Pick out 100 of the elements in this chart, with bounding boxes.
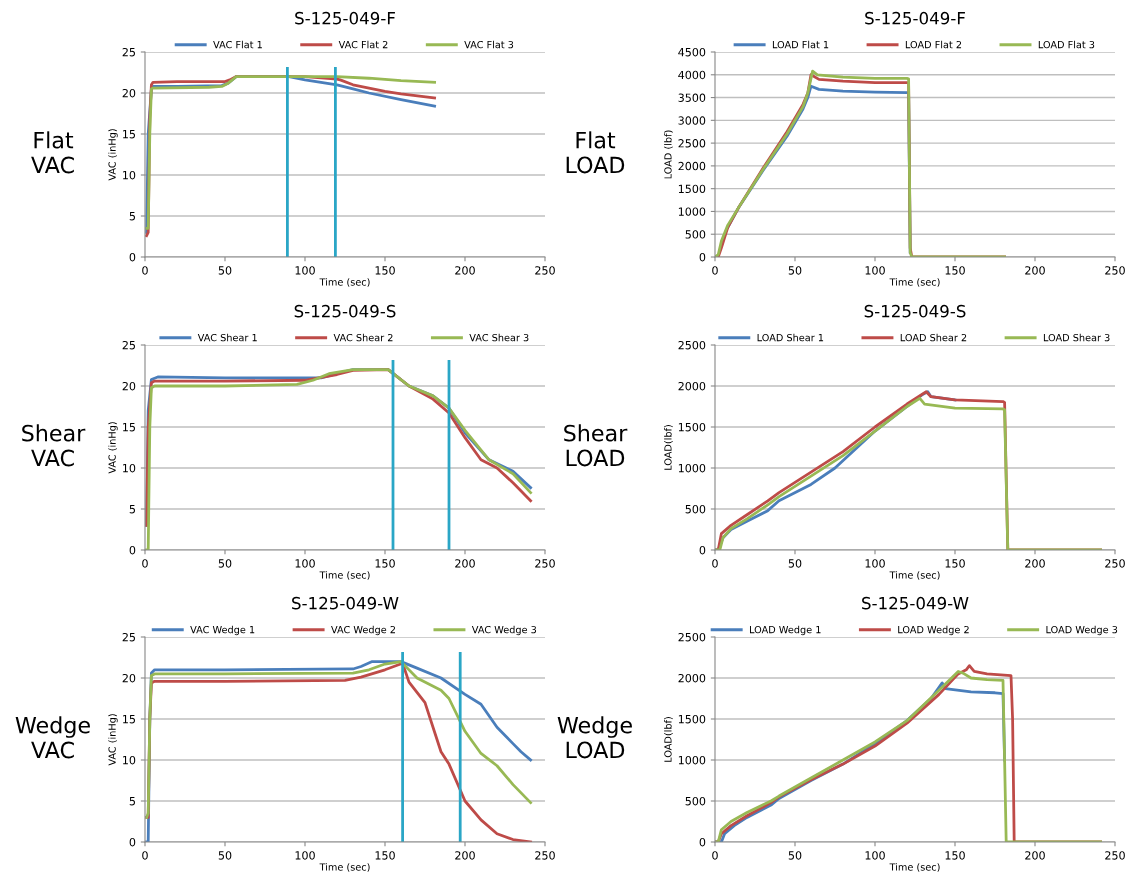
- y-tick-label: 2500: [678, 340, 706, 350]
- x-tick-label: 200: [1025, 559, 1045, 568]
- x-tick-label: 200: [455, 266, 475, 275]
- legend-label: LOAD Shear 1: [757, 333, 824, 342]
- x-tick-label: 250: [1105, 266, 1125, 275]
- legend-label: VAC Shear 2: [333, 333, 393, 342]
- x-tick-label: 100: [865, 851, 885, 860]
- text: Flat VAC: [31, 131, 74, 174]
- text: Wedge LOAD: [557, 716, 632, 759]
- legend-label: VAC Flat 2: [338, 40, 388, 49]
- x-tick-label: 150: [375, 266, 395, 275]
- y-tick-label: 5: [129, 797, 135, 806]
- legend-label: VAC Wedge 3: [471, 625, 537, 636]
- y-tick-label: 1500: [678, 422, 706, 432]
- x-tick-label: 0: [142, 851, 148, 860]
- y-tick-label: 10: [123, 755, 136, 765]
- x-axis-title: Time (sec): [889, 571, 940, 580]
- x-tick-label: 150: [375, 559, 395, 568]
- y-tick-label: 10: [123, 463, 136, 473]
- x-tick-label: 150: [945, 266, 965, 275]
- y-tick-label: 15: [123, 715, 135, 724]
- y-tick-label: 2000: [678, 673, 706, 683]
- legend-label: VAC Shear 3: [469, 333, 529, 342]
- y-axis-title: LOAD (lbf): [664, 130, 673, 179]
- x-axis-title: Time (sec): [319, 571, 370, 580]
- text: Wedge VAC: [15, 716, 90, 759]
- x-axis-title: Time (sec): [319, 278, 370, 287]
- y-tick-label: 500: [685, 796, 706, 806]
- y-tick-label: 1500: [678, 714, 706, 724]
- chart-title: S-125-049-F: [865, 11, 965, 25]
- x-tick-label: 0: [712, 851, 718, 860]
- y-tick-label: 20: [122, 381, 136, 391]
- y-axis-title: VAC (inHg): [108, 422, 118, 474]
- y-tick-label: 0: [699, 252, 706, 262]
- y-tick-label: 25: [122, 47, 135, 57]
- text: Shear VAC: [22, 424, 86, 467]
- legend-label: LOAD Flat 3: [1038, 40, 1095, 49]
- y-axis-title: VAC (inHg): [108, 129, 118, 181]
- y-tick-label: 4000: [678, 70, 706, 80]
- x-tick-label: 150: [945, 559, 965, 568]
- x-tick-label: 0: [142, 559, 148, 568]
- x-axis-title: Time (sec): [889, 278, 940, 287]
- legend-label: VAC Wedge 2: [331, 625, 395, 636]
- legend-label: LOAD Shear 3: [1043, 333, 1110, 342]
- x-tick-label: 0: [142, 266, 148, 275]
- x-tick-label: 250: [535, 851, 555, 860]
- x-tick-label: 0: [712, 559, 718, 568]
- x-tick-label: 50: [218, 851, 232, 860]
- x-tick-label: 50: [788, 851, 802, 860]
- y-tick-label: 15: [123, 423, 135, 432]
- y-axis-title: VAC (inHg): [108, 714, 118, 766]
- x-tick-label: 50: [218, 266, 232, 275]
- y-tick-label: 2500: [678, 632, 706, 642]
- x-axis-title: Time (sec): [319, 863, 370, 872]
- y-axis-title: LOAD(lbf): [664, 717, 673, 762]
- y-tick-label: 25: [122, 632, 135, 642]
- legend-label: VAC Flat 3: [464, 40, 514, 49]
- legend-label: LOAD Shear 2: [900, 333, 967, 342]
- y-tick-label: 2500: [678, 139, 706, 148]
- x-tick-label: 50: [788, 559, 802, 568]
- y-tick-label: 0: [129, 252, 136, 262]
- y-tick-label: 5: [129, 212, 135, 221]
- legend-label: LOAD Wedge 1: [749, 625, 821, 636]
- y-tick-label: 1000: [678, 207, 706, 216]
- y-tick-label: 2000: [678, 161, 706, 171]
- x-tick-label: 250: [535, 266, 555, 275]
- y-tick-label: 5: [129, 505, 135, 514]
- y-tick-label: 25: [122, 340, 135, 350]
- legend-label: VAC Flat 1: [213, 40, 262, 49]
- x-tick-label: 150: [945, 851, 965, 860]
- x-tick-label: 100: [295, 559, 315, 568]
- x-axis-title: Time (sec): [889, 863, 940, 872]
- x-tick-label: 100: [295, 851, 315, 860]
- chart-title: S-125-049-S: [864, 304, 966, 318]
- y-tick-label: 2000: [678, 381, 706, 391]
- x-tick-label: 100: [865, 266, 885, 275]
- legend-label: LOAD Wedge 2: [898, 625, 969, 636]
- chart-title: S-125-049-S: [294, 304, 396, 318]
- x-tick-label: 200: [455, 851, 475, 860]
- x-tick-label: 0: [712, 266, 718, 275]
- x-tick-label: 250: [535, 559, 555, 568]
- y-tick-label: 15: [123, 130, 135, 139]
- y-tick-label: 500: [685, 504, 706, 514]
- y-tick-label: 0: [129, 837, 136, 847]
- y-tick-label: 20: [122, 88, 136, 98]
- x-tick-label: 100: [865, 559, 885, 568]
- x-tick-label: 50: [788, 266, 802, 275]
- y-tick-label: 0: [129, 545, 136, 555]
- text: Flat LOAD: [566, 131, 625, 174]
- x-tick-label: 200: [455, 559, 475, 568]
- chart-title: S-125-049-W: [292, 596, 399, 610]
- legend-label: LOAD Wedge 3: [1046, 625, 1118, 636]
- x-tick-label: 250: [1105, 559, 1125, 568]
- legend-label: LOAD Flat 1: [772, 40, 829, 49]
- legend-label: VAC Wedge 1: [190, 625, 255, 636]
- y-tick-label: 3500: [678, 93, 706, 102]
- x-tick-label: 200: [1025, 266, 1045, 275]
- y-tick-label: 3000: [678, 116, 706, 125]
- y-tick-label: 20: [122, 673, 136, 683]
- legend-label: LOAD Flat 2: [905, 40, 962, 49]
